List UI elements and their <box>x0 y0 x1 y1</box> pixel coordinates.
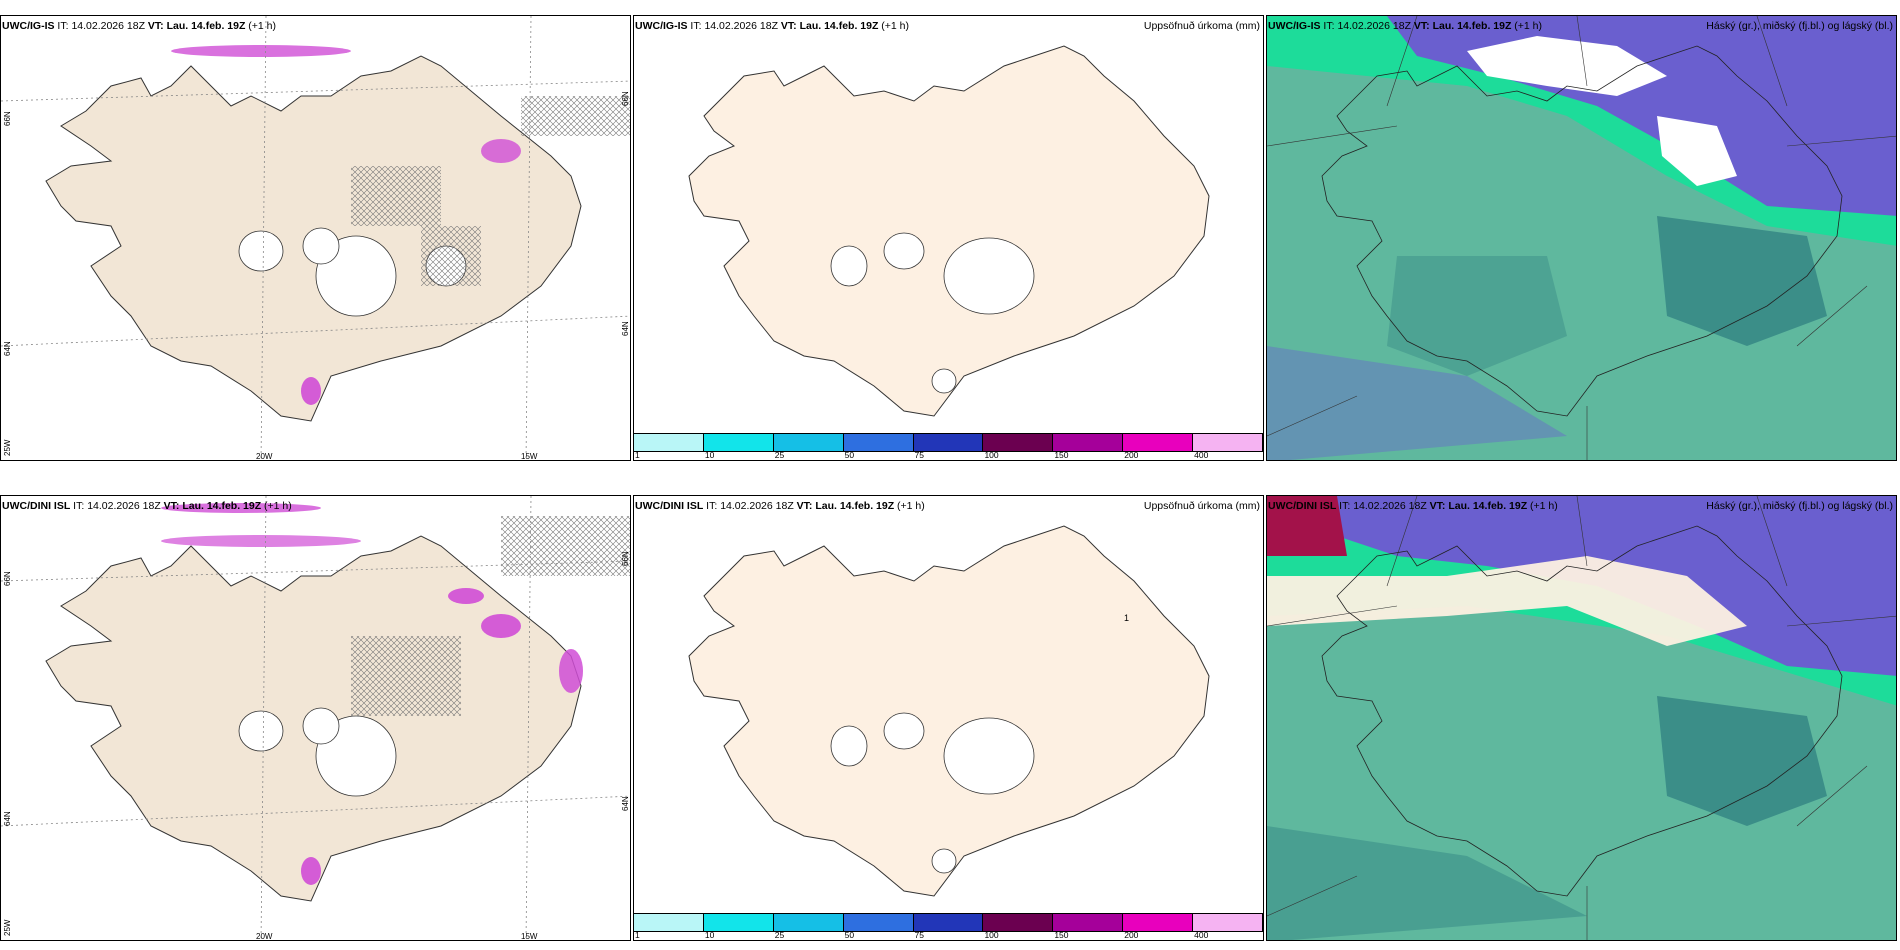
lat-label-64n: 64N <box>3 811 12 826</box>
colorbar-swatch <box>1123 914 1194 931</box>
colorbar-label: 200 <box>1124 930 1139 940</box>
lat-label-right-64n: 64N <box>621 796 630 811</box>
map-igis-clouds <box>1267 16 1896 460</box>
panel-igis-wind: UWC/IG-IS IT: 14.02.2026 18Z VT: Lau. 14… <box>0 15 631 461</box>
lat-label-right-66n: 66N <box>621 551 630 566</box>
map-igis-wind <box>1 16 630 460</box>
iceland-outline <box>1321 45 1843 417</box>
colorbar-swatch <box>1053 434 1124 451</box>
colorbar-label: 25 <box>774 930 785 940</box>
colorbar-label: 50 <box>844 930 855 940</box>
colorbar-label: 10 <box>704 450 715 460</box>
panel-title: UWC/DINI ISL IT: 14.02.2026 18Z VT: Lau.… <box>635 500 925 512</box>
panel-dini-precip: 1 UWC/DINI ISL IT: 14.02.2026 18Z VT: La… <box>633 495 1264 941</box>
panel-variable-title: Uppsöfnuð úrkoma (mm) <box>1143 500 1260 512</box>
panel-variable-title: Háský (gr.), miðský (fj.bl.) og lágský (… <box>1706 500 1893 512</box>
lat-label-right-64n: 64N <box>621 321 630 336</box>
colorbar-swatch <box>703 434 774 451</box>
lon-label-20w: 20W <box>256 452 273 461</box>
panel-title: UWC/IG-IS IT: 14.02.2026 18Z VT: Lau. 14… <box>2 20 277 32</box>
colorbar-swatch <box>1123 434 1194 451</box>
panel-igis-precip: UWC/IG-IS IT: 14.02.2026 18Z VT: Lau. 14… <box>633 15 1264 461</box>
colorbar-label: 1 <box>635 450 640 460</box>
panel-dini-wind: UWC/DINI ISL IT: 14.02.2026 18Z VT: Lau.… <box>0 495 631 941</box>
colorbar-label: 100 <box>984 450 999 460</box>
lon-label-20w: 20W <box>256 932 273 941</box>
colorbar-swatch <box>843 914 914 931</box>
colorbar-label: 400 <box>1194 450 1209 460</box>
colorbar-swatch <box>634 434 704 451</box>
lon-label-15w: 15W <box>521 452 538 461</box>
colorbar-label: 150 <box>1054 450 1069 460</box>
panel-igis-clouds: UWC/IG-IS IT: 14.02.2026 18Z VT: Lau. 14… <box>1266 15 1897 461</box>
panel-title: UWC/IG-IS IT: 14.02.2026 18Z VT: Lau. 14… <box>1268 20 1543 32</box>
lat-label-66n: 66N <box>3 111 12 126</box>
colorbar-swatch <box>913 914 984 931</box>
colorbar-label: 75 <box>914 930 925 940</box>
colorbar-label: 100 <box>984 930 999 940</box>
colorbar-swatch <box>773 434 844 451</box>
precip-point-label: 1 <box>1124 613 1129 623</box>
colorbar-swatch <box>1193 914 1263 931</box>
colorbar-swatch <box>634 914 704 931</box>
lat-label-right-66n: 66N <box>621 91 630 106</box>
precip-colorbar: 1 10 25 50 75 100 150 200 400 <box>634 433 1263 460</box>
colorbar-swatch <box>913 434 984 451</box>
colorbar-swatch <box>703 914 774 931</box>
colorbar-label: 50 <box>844 450 855 460</box>
colorbar-label: 150 <box>1054 930 1069 940</box>
map-dini-clouds <box>1267 496 1896 940</box>
colorbar-label: 400 <box>1194 930 1209 940</box>
colorbar-swatch <box>843 434 914 451</box>
colorbar-swatch <box>1053 914 1124 931</box>
lat-label-66n: 66N <box>3 571 12 586</box>
panel-title: UWC/IG-IS IT: 14.02.2026 18Z VT: Lau. 14… <box>635 20 910 32</box>
colorbar-swatch <box>983 434 1054 451</box>
iceland-land <box>688 45 1210 417</box>
colorbar-label: 10 <box>704 930 715 940</box>
lat-label-64n: 64N <box>3 341 12 356</box>
panel-variable-title: Uppsöfnuð úrkoma (mm) <box>1143 20 1260 32</box>
lon-label-25w: 25W <box>3 919 12 936</box>
iceland-outline <box>1321 525 1843 897</box>
lon-label-25w: 25W <box>3 439 12 456</box>
colorbar-swatch <box>983 914 1054 931</box>
colorbar-swatch <box>1193 434 1263 451</box>
colorbar-label: 1 <box>635 930 640 940</box>
colorbar-label: 25 <box>774 450 785 460</box>
map-dini-precip: 1 <box>688 525 1210 897</box>
colorbar-label: 200 <box>1124 450 1139 460</box>
panel-title: UWC/DINI ISL IT: 14.02.2026 18Z VT: Lau.… <box>2 500 292 512</box>
panel-dini-clouds: UWC/DINI ISL IT: 14.02.2026 18Z VT: Lau.… <box>1266 495 1897 941</box>
panel-title: UWC/DINI ISL IT: 14.02.2026 18Z VT: Lau.… <box>1268 500 1558 512</box>
precip-colorbar: 1 10 25 50 75 100 150 200 400 <box>634 913 1263 940</box>
panel-variable-title: Háský (gr.), miðský (fj.bl.) og lágský (… <box>1706 20 1893 32</box>
colorbar-label: 75 <box>914 450 925 460</box>
iceland-land <box>688 525 1210 897</box>
map-igis-precip <box>688 45 1210 417</box>
colorbar-swatch <box>773 914 844 931</box>
lon-label-15w: 15W <box>521 932 538 941</box>
map-dini-wind <box>1 496 630 940</box>
